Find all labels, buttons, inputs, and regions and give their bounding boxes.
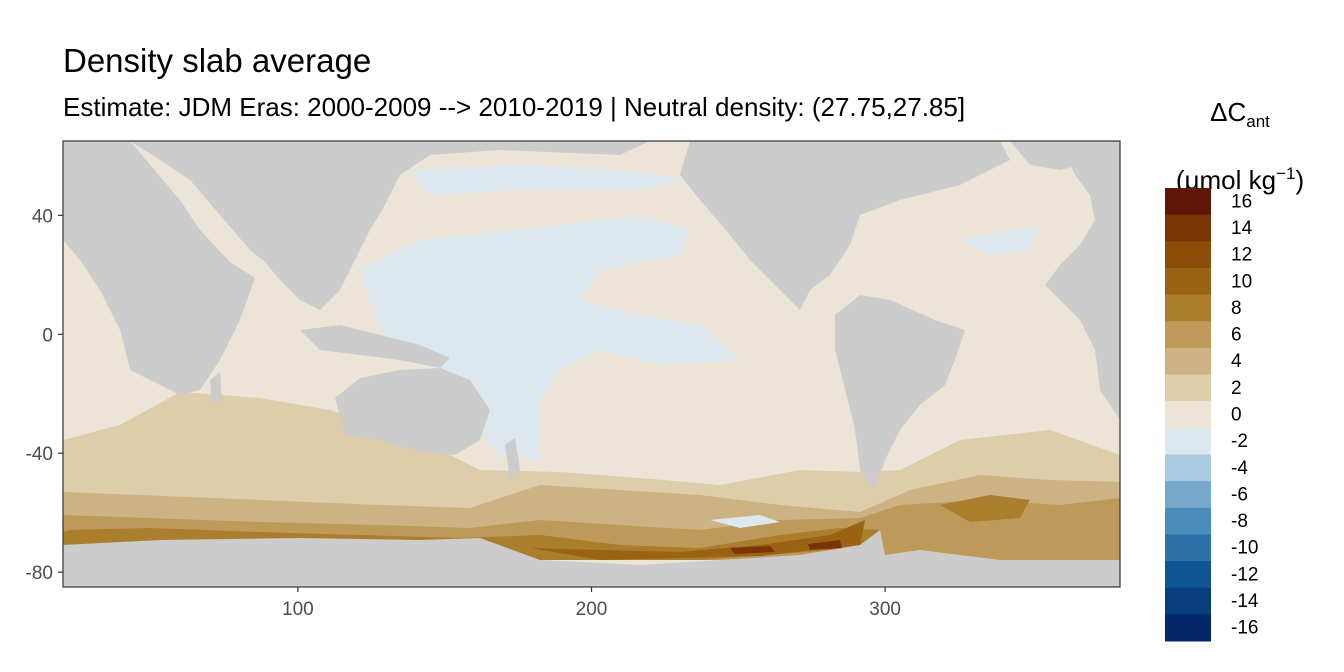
madagascar (210, 372, 222, 405)
legend-swatch (1165, 614, 1211, 642)
southern-band-10-12 (530, 520, 865, 560)
legend-swatch (1165, 481, 1211, 509)
pacific-north-negative (410, 165, 690, 195)
legend-label: -4 (1231, 458, 1248, 479)
x-tick-label: 200 (576, 599, 608, 620)
y-tick-label: -80 (26, 563, 53, 584)
legend-label: 14 (1231, 218, 1253, 239)
chart-title: Density slab average (63, 42, 372, 79)
x-tick-label: 100 (282, 599, 314, 620)
australia (335, 368, 490, 455)
map-panel (63, 141, 1120, 587)
y-tick-label: -40 (26, 444, 53, 465)
legend-swatch (1165, 401, 1211, 429)
legend-swatch (1165, 188, 1211, 216)
y-axis: 40 0 -40 -80 (26, 206, 63, 584)
legend-label: -2 (1231, 431, 1248, 452)
legend-swatch (1165, 321, 1211, 349)
legend-swatch (1165, 241, 1211, 269)
legend-label: -10 (1231, 538, 1258, 559)
legend-label: 8 (1231, 298, 1242, 319)
legend-label: 10 (1231, 271, 1252, 292)
legend-swatch (1165, 214, 1211, 242)
y-tick-label: 0 (42, 325, 53, 346)
legend-label: 16 (1231, 191, 1252, 212)
legend-swatch (1165, 587, 1211, 615)
legend-swatch (1165, 507, 1211, 535)
legend-title-sub: ant (1246, 112, 1270, 131)
legend-swatch (1165, 534, 1211, 562)
legend-label: 0 (1231, 405, 1242, 426)
chart-subtitle: Estimate: JDM Eras: 2000-2009 --> 2010-2… (63, 92, 966, 122)
atlantic-patch-8-10 (940, 495, 1030, 522)
land (63, 141, 1120, 587)
north-america (680, 141, 1010, 310)
legend-swatch (1165, 267, 1211, 296)
legend-swatch (1165, 561, 1211, 589)
legend-title: ΔCant (μmol kg−1) (1160, 86, 1320, 206)
southern-spot-12-14 (730, 540, 842, 554)
legend: 16 14 12 10 8 6 4 2 0 -2 -4 -6 -8 -10 -12 -14 -16 (1165, 188, 1259, 642)
legend-label: -8 (1231, 511, 1248, 532)
legend-swatch (1165, 427, 1211, 455)
antarctica (63, 530, 1120, 587)
indonesia (300, 325, 450, 368)
legend-swatch (1165, 374, 1211, 402)
y-tick-label: 40 (32, 206, 53, 227)
legend-unit-sup: −1 (1276, 164, 1296, 183)
legend-label: 6 (1231, 325, 1242, 346)
africa (63, 141, 255, 395)
new-zealand (505, 438, 520, 480)
ross-negative (710, 515, 780, 528)
legend-unit-suffix: ) (1295, 165, 1305, 195)
europe-africa-east (1045, 141, 1120, 420)
eurasia (130, 141, 650, 310)
x-axis: 100 200 300 (282, 587, 901, 620)
x-tick-label: 300 (869, 599, 901, 620)
legend-label: -14 (1231, 591, 1259, 612)
legend-label: -16 (1231, 618, 1258, 639)
legend-label: -6 (1231, 484, 1248, 505)
legend-label: -12 (1231, 564, 1258, 585)
south-america (835, 295, 965, 490)
legend-swatch (1165, 454, 1211, 482)
legend-label: 4 (1231, 351, 1242, 372)
atlantic-negative (960, 225, 1040, 255)
legend-title-main: ΔC (1210, 97, 1247, 127)
legend-swatch (1165, 347, 1211, 376)
legend-label: 2 (1231, 378, 1242, 399)
legend-label: 12 (1231, 245, 1252, 266)
legend-swatch (1165, 294, 1211, 322)
